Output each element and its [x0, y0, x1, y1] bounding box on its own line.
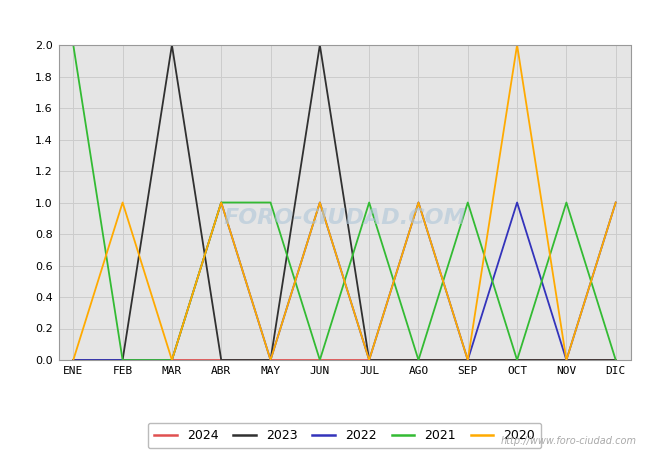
- Text: Matriculaciones de Vehiculos en Bailo: Matriculaciones de Vehiculos en Bailo: [155, 11, 495, 29]
- Text: FORO-CIUDAD.COM: FORO-CIUDAD.COM: [223, 208, 466, 228]
- Text: http://www.foro-ciudad.com: http://www.foro-ciudad.com: [501, 436, 637, 446]
- Legend: 2024, 2023, 2022, 2021, 2020: 2024, 2023, 2022, 2021, 2020: [148, 423, 541, 448]
